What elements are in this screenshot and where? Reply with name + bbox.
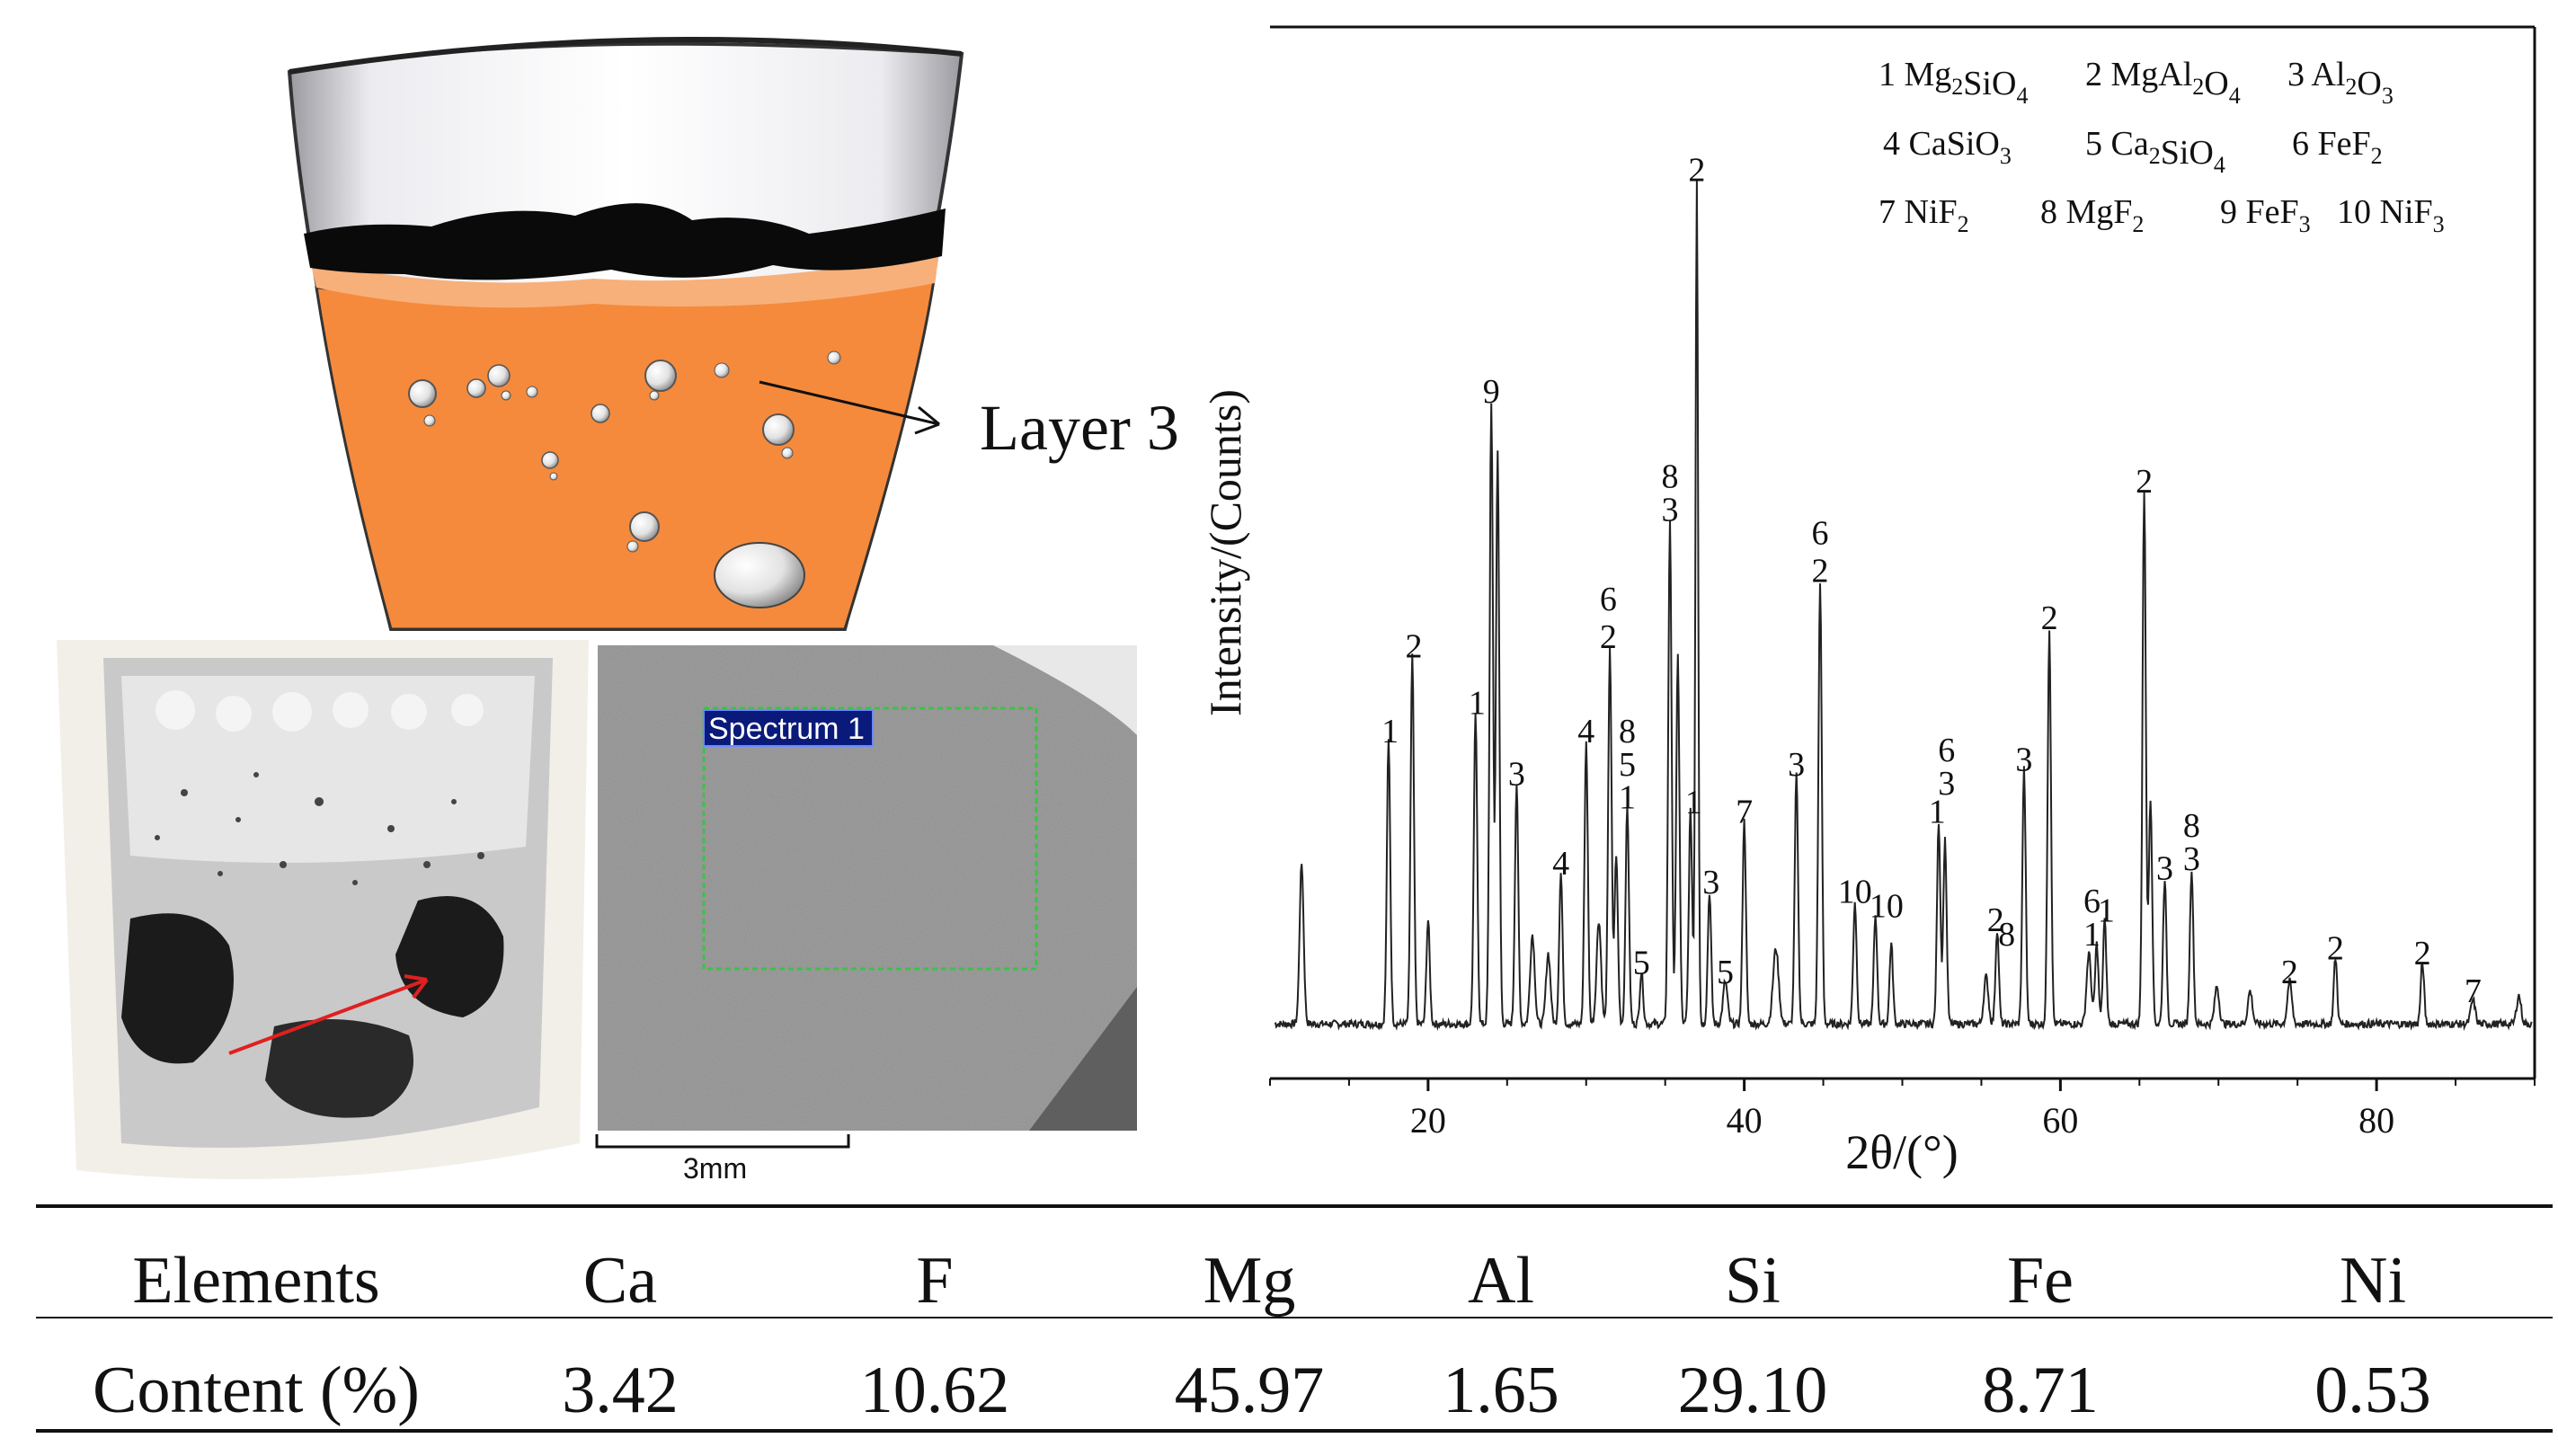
- peak-label: 2: [1987, 901, 2004, 939]
- layer-3-label: Layer 3: [980, 392, 1179, 464]
- element-fe: Fe: [2007, 1244, 2074, 1318]
- peak-label: 2: [1812, 553, 1829, 590]
- peak-label: 6: [1812, 515, 1829, 553]
- legend-entry: 5 Ca2SiO4: [2085, 125, 2225, 178]
- peak-label: 8: [1998, 916, 2015, 954]
- peak-label: 8: [1619, 713, 1636, 750]
- phase-legend: 1 Mg2SiO4 2 MgAl2O4 3 Al2O3 4 CaSiO3 5 Ca2Si…: [1879, 56, 2445, 237]
- peak-label: 6: [1938, 732, 1955, 769]
- legend-entry: 7 NiF2: [1879, 193, 1969, 237]
- peak-label: 1: [1619, 779, 1636, 817]
- table-header-label: Elements: [132, 1244, 380, 1318]
- element-si: Si: [1725, 1244, 1781, 1318]
- peak-label: 2: [2041, 599, 2058, 637]
- element-ca: Ca: [582, 1244, 658, 1318]
- peak-label: 5: [1633, 944, 1650, 981]
- peak-label: 2: [1600, 618, 1617, 656]
- xrd-chart: 20 40 60 80 1219344261585381235732610101362…: [1204, 25, 2536, 1179]
- legend-entry: 8 MgF2: [2040, 193, 2144, 237]
- x-tick-label: 60: [2042, 1100, 2078, 1141]
- content-ni: 0.53: [2314, 1354, 2431, 1427]
- layer3-arrow: [759, 380, 940, 435]
- peak-label: 9: [1483, 373, 1500, 411]
- peak-label: 1: [1469, 685, 1486, 723]
- content-ca: 3.42: [562, 1354, 679, 1427]
- legend-entry: 2 MgAl2O4: [2085, 56, 2241, 109]
- peak-label: 4: [1577, 713, 1594, 750]
- x-tick-label: 40: [1727, 1100, 1763, 1141]
- legend-entry: 3 Al2O3: [2287, 56, 2394, 109]
- table-bottom-rule: [36, 1429, 2553, 1433]
- table-top-rule: [36, 1204, 2553, 1208]
- element-al: Al: [1468, 1244, 1534, 1318]
- peak-label: 5: [1717, 954, 1734, 991]
- spectrum-1-label: Spectrum 1: [708, 712, 865, 746]
- peak-label: 3: [1938, 765, 1955, 803]
- x-ticks: 20 40 60 80: [1269, 1079, 2536, 1141]
- peak-label: 2: [2327, 930, 2344, 968]
- peak-label: 8: [2183, 807, 2200, 845]
- peak-label: 1: [1685, 784, 1702, 821]
- x-tick-label: 80: [2358, 1100, 2394, 1141]
- peak-label: 3: [1702, 864, 1719, 901]
- peak-label: 2: [1688, 151, 1705, 189]
- peak-label: 4: [1552, 845, 1569, 883]
- peak-label: 3: [1788, 746, 1805, 784]
- peak-label: 1: [1929, 793, 1946, 830]
- peak-label: 1: [1381, 713, 1399, 750]
- peak-label: 3: [1661, 491, 1678, 528]
- peak-label: 7: [2465, 972, 2482, 1010]
- element-ni: Ni: [2340, 1244, 2406, 1318]
- peak-label: 10: [1870, 887, 1904, 925]
- element-mg: Mg: [1203, 1244, 1296, 1318]
- crucible-body: [287, 37, 964, 631]
- peak-label: 3: [2156, 849, 2173, 887]
- table-row-label: Content (%): [93, 1354, 420, 1427]
- peak-label: 3: [2015, 741, 2032, 779]
- peak-label: 2: [2414, 935, 2431, 972]
- peak-label: 8: [1661, 458, 1678, 496]
- y-axis-label: Intensity/(Counts): [1204, 389, 1250, 716]
- peak-label: 1: [2083, 916, 2101, 954]
- peak-label: 5: [1619, 746, 1636, 784]
- peak-label: 2: [2136, 463, 2153, 501]
- peak-label: 1: [2098, 892, 2115, 930]
- content-mg: 45.97: [1174, 1354, 1325, 1427]
- content-si: 29.10: [1677, 1354, 1828, 1427]
- peak-label: 10: [1838, 874, 1872, 911]
- sem-image: [598, 645, 1137, 1131]
- crucible-schematic: [287, 37, 964, 631]
- crucible-photo: [49, 640, 593, 1186]
- legend-entry: 6 FeF2: [2292, 125, 2383, 169]
- x-axis-label: 2θ/(°): [1845, 1125, 1958, 1179]
- peak-label: 7: [1736, 793, 1753, 830]
- x-tick-label: 20: [1410, 1100, 1446, 1141]
- peak-label: 3: [1508, 755, 1525, 793]
- sem-scale-label: 3mm: [683, 1152, 748, 1185]
- content-f: 10.62: [859, 1354, 1010, 1427]
- peak-label: 2: [2281, 954, 2298, 991]
- content-fe: 8.71: [1982, 1354, 2099, 1427]
- peak-label: 3: [2183, 840, 2200, 878]
- legend-entry: 10 NiF3: [2337, 193, 2445, 237]
- element-f: F: [916, 1244, 954, 1318]
- xrd-pattern: [1274, 181, 2533, 1032]
- sem-scale-bar: [595, 1134, 850, 1149]
- table-mid-rule: [36, 1317, 2553, 1318]
- legend-entry: 4 CaSiO3: [1883, 125, 2012, 169]
- legend-entry: 9 FeF3: [2220, 193, 2311, 237]
- peak-label: 6: [1600, 581, 1617, 618]
- peak-label: 2: [1406, 628, 1423, 666]
- peak-label: 6: [2083, 883, 2101, 920]
- content-al: 1.65: [1443, 1354, 1559, 1427]
- legend-entry: 1 Mg2SiO4: [1879, 56, 2028, 109]
